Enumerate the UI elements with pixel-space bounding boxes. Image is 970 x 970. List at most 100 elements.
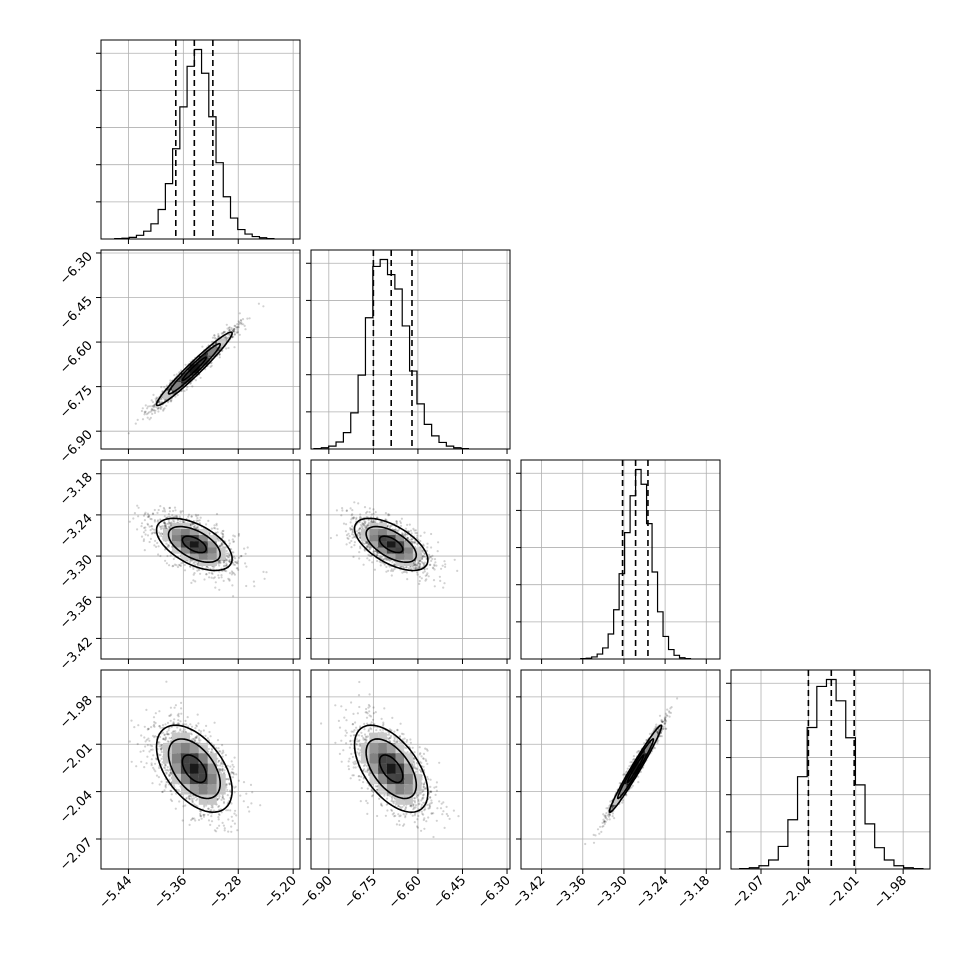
sample-point: [421, 549, 424, 552]
sample-point: [218, 559, 221, 562]
sample-point: [237, 532, 241, 536]
sample-point: [365, 542, 368, 545]
sample-point: [156, 541, 159, 545]
sample-point: [400, 524, 403, 528]
sample-point: [329, 536, 332, 540]
sample-point: [153, 411, 157, 414]
sample-point: [342, 522, 346, 525]
sample-point: [351, 516, 354, 520]
density-cell: [412, 547, 422, 554]
contour-2-1-1: [181, 356, 208, 382]
sample-point: [147, 405, 150, 408]
sample-point: [415, 532, 419, 535]
sample-point: [236, 326, 239, 329]
sample-point: [163, 766, 166, 769]
density-cell: [369, 535, 379, 542]
sample-point: [395, 522, 398, 525]
sample-point: [368, 554, 371, 557]
sample-point: [359, 513, 362, 516]
sample-point: [388, 513, 391, 517]
sample-point: [220, 543, 223, 546]
sample-point: [435, 564, 438, 567]
sample-point: [392, 568, 395, 571]
sample-point: [141, 407, 144, 410]
sample-point: [365, 524, 368, 527]
sample-point: [217, 576, 220, 579]
sample-point: [220, 532, 223, 535]
sample-point: [153, 404, 156, 407]
sample-point: [168, 506, 172, 509]
sample-point: [233, 346, 236, 349]
sample-point: [263, 577, 266, 580]
sample-point: [405, 566, 408, 569]
sample-point: [372, 550, 375, 553]
sample-point: [395, 520, 398, 523]
sample-point: [401, 571, 404, 574]
sample-point: [151, 512, 154, 515]
sample-point: [150, 408, 153, 411]
sample-point: [351, 536, 354, 539]
sample-point: [406, 578, 409, 581]
sample-point: [173, 563, 177, 566]
sample-point: [221, 332, 224, 335]
sample-point: [173, 520, 176, 523]
sample-point: [193, 572, 196, 575]
sample-point: [232, 563, 235, 566]
sample-point: [169, 554, 172, 557]
sample-point: [335, 534, 338, 537]
sample-point: [164, 786, 167, 789]
sample-point: [413, 567, 416, 570]
sample-point: [358, 527, 361, 530]
sample-point: [423, 570, 426, 573]
sample-point: [433, 585, 436, 588]
contour-3-2-3: [353, 517, 429, 572]
contour-3-1-1: [181, 535, 208, 554]
sample-point: [350, 539, 353, 543]
sample-point: [380, 561, 383, 564]
sample-point: [144, 511, 147, 514]
sample-point: [433, 568, 436, 571]
sample-point: [150, 745, 154, 748]
sample-point: [349, 507, 352, 510]
sample-point: [367, 544, 370, 548]
sample-point: [384, 518, 387, 521]
sample-point: [353, 541, 356, 544]
sample-point: [376, 554, 379, 557]
sample-point: [218, 544, 221, 547]
sample-point: [367, 524, 370, 527]
sample-point: [225, 563, 228, 567]
sample-point: [171, 514, 174, 517]
sample-point: [393, 563, 396, 566]
sample-point: [420, 577, 423, 580]
sample-point: [169, 379, 172, 382]
sample-point: [149, 537, 152, 541]
sample-point: [239, 322, 242, 325]
sample-point: [414, 529, 417, 532]
sample-point: [228, 329, 231, 332]
sample-point: [220, 772, 223, 775]
sample-point: [228, 329, 231, 332]
sample-point: [170, 522, 173, 525]
scatter-points-3-2: [329, 501, 459, 589]
sample-point: [217, 574, 220, 577]
sample-point: [222, 331, 225, 334]
sample-point: [404, 533, 407, 536]
scatter-points-2-1: [127, 302, 265, 435]
sample-point: [197, 514, 200, 517]
sample-point: [150, 525, 153, 528]
sample-point: [232, 771, 235, 775]
sample-point: [235, 561, 239, 565]
sample-point: [237, 779, 240, 782]
sample-point: [223, 569, 227, 572]
sample-point: [230, 573, 233, 576]
sample-point: [188, 797, 191, 800]
sample-point: [215, 512, 219, 516]
sample-point: [223, 336, 226, 339]
sample-point: [232, 773, 235, 776]
sample-point: [205, 353, 208, 356]
scatter-points-4-1: [128, 680, 262, 833]
sample-point: [228, 579, 231, 582]
sample-point: [222, 561, 226, 564]
contour-3-2-2: [365, 525, 418, 563]
sample-point: [153, 519, 156, 522]
